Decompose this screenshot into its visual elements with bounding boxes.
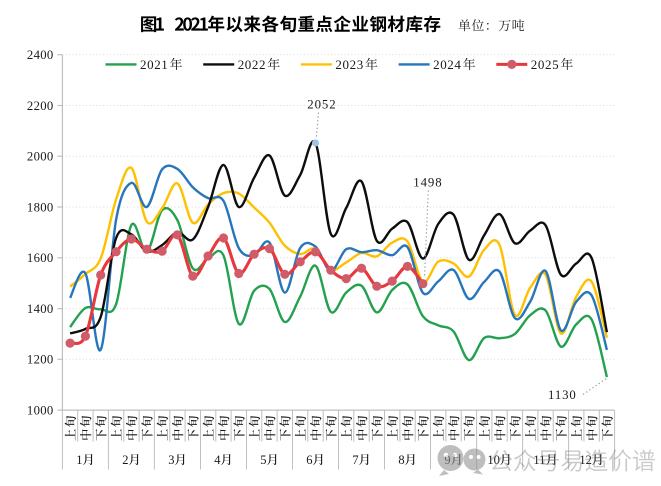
- svg-text:2200: 2200: [27, 99, 54, 113]
- svg-text:2400: 2400: [27, 48, 54, 62]
- svg-text:1498: 1498: [413, 175, 442, 189]
- svg-text:10: 10: [487, 453, 500, 467]
- svg-text:2000: 2000: [27, 150, 54, 164]
- svg-text:2024: 2024: [433, 57, 461, 72]
- svg-text:11: 11: [533, 453, 545, 467]
- svg-text:2023: 2023: [335, 57, 363, 72]
- svg-text:1200: 1200: [27, 353, 54, 367]
- svg-text:2052: 2052: [307, 98, 336, 112]
- svg-text:4: 4: [214, 453, 221, 467]
- svg-text:8: 8: [398, 453, 404, 467]
- svg-text:2: 2: [122, 453, 128, 467]
- svg-text:6: 6: [306, 453, 312, 467]
- svg-text:1130: 1130: [548, 388, 577, 402]
- svg-text:1400: 1400: [27, 302, 54, 316]
- svg-text:2025: 2025: [531, 57, 559, 72]
- svg-text:2021: 2021: [140, 57, 168, 72]
- svg-text:1: 1: [76, 453, 82, 467]
- svg-text:12: 12: [579, 453, 592, 467]
- svg-text:2022: 2022: [238, 57, 266, 72]
- svg-text:3: 3: [168, 453, 174, 467]
- svg-text:7: 7: [352, 453, 358, 467]
- svg-text:1800: 1800: [27, 200, 54, 214]
- svg-text:1000: 1000: [27, 404, 54, 418]
- svg-text:5: 5: [260, 453, 266, 467]
- svg-text:1600: 1600: [27, 251, 54, 265]
